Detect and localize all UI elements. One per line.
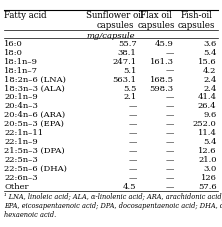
Text: 168.5: 168.5 <box>150 76 174 84</box>
Text: 598.3: 598.3 <box>150 84 174 93</box>
Text: —: — <box>128 156 137 164</box>
Text: —: — <box>165 102 174 110</box>
Text: 16:0: 16:0 <box>4 40 23 48</box>
Text: 4.5: 4.5 <box>123 183 137 191</box>
Text: 18:1n–7: 18:1n–7 <box>4 67 38 75</box>
Text: —: — <box>165 174 174 182</box>
Text: 22:5n–3: 22:5n–3 <box>4 156 38 164</box>
Text: 57.6: 57.6 <box>198 183 216 191</box>
Text: 20:4n–6 (ARA): 20:4n–6 (ARA) <box>4 111 65 119</box>
Text: —: — <box>128 138 137 146</box>
Text: Fatty acid: Fatty acid <box>4 11 47 20</box>
Text: 41.4: 41.4 <box>198 94 216 101</box>
Text: ¹ LNA, linoleic acid; ALA, α-linolenic acid; ARA, arachidonic acid;
EPA, eicosap: ¹ LNA, linoleic acid; ALA, α-linolenic a… <box>4 193 222 219</box>
Text: 18:3n–3 (ALA): 18:3n–3 (ALA) <box>4 84 65 93</box>
Text: 15.6: 15.6 <box>198 58 216 66</box>
Text: 2.4: 2.4 <box>203 84 216 93</box>
Text: 22:1n–9: 22:1n–9 <box>4 138 38 146</box>
Text: 3.6: 3.6 <box>203 40 216 48</box>
Text: —: — <box>165 138 174 146</box>
Text: 26.4: 26.4 <box>198 102 216 110</box>
Text: 55.7: 55.7 <box>118 40 137 48</box>
Text: 20:1n–9: 20:1n–9 <box>4 94 38 101</box>
Text: —: — <box>128 120 137 128</box>
Text: —: — <box>165 94 174 101</box>
Text: 5.5: 5.5 <box>123 84 137 93</box>
Text: 11.4: 11.4 <box>198 129 216 137</box>
Text: 18:1n–9: 18:1n–9 <box>4 58 38 66</box>
Text: Sunflower oil
capsules: Sunflower oil capsules <box>86 11 144 30</box>
Text: —: — <box>165 67 174 75</box>
Text: 9.6: 9.6 <box>203 111 216 119</box>
Text: 18:0: 18:0 <box>4 49 23 57</box>
Text: —: — <box>128 129 137 137</box>
Text: 22:1n–11: 22:1n–11 <box>4 129 44 137</box>
Text: 126: 126 <box>201 174 216 182</box>
Text: 22:5n–6 (DHA): 22:5n–6 (DHA) <box>4 165 67 173</box>
Text: —: — <box>128 147 137 155</box>
Text: —: — <box>165 129 174 137</box>
Text: 20:4n–3: 20:4n–3 <box>4 102 38 110</box>
Text: —: — <box>128 111 137 119</box>
Text: —: — <box>165 183 174 191</box>
Text: 161.3: 161.3 <box>150 58 174 66</box>
Text: 22:6n–3: 22:6n–3 <box>4 174 38 182</box>
Text: mg/capsule: mg/capsule <box>87 32 135 40</box>
Text: —: — <box>165 120 174 128</box>
Text: 18:2n–6 (LNA): 18:2n–6 (LNA) <box>4 76 66 84</box>
Text: Other: Other <box>4 183 29 191</box>
Text: 2.1: 2.1 <box>123 94 137 101</box>
Text: —: — <box>165 165 174 173</box>
Text: —: — <box>128 174 137 182</box>
Text: —: — <box>165 156 174 164</box>
Text: 21.0: 21.0 <box>198 156 216 164</box>
Text: 247.1: 247.1 <box>113 58 137 66</box>
Text: —: — <box>128 165 137 173</box>
Text: 5.4: 5.4 <box>203 49 216 57</box>
Text: 2.4: 2.4 <box>203 76 216 84</box>
Text: 38.1: 38.1 <box>118 49 137 57</box>
Text: 4.2: 4.2 <box>203 67 216 75</box>
Text: —: — <box>165 49 174 57</box>
Text: 252.0: 252.0 <box>193 120 216 128</box>
Text: Flax oil
capsules: Flax oil capsules <box>138 11 175 30</box>
Text: 3.0: 3.0 <box>203 165 216 173</box>
Text: 20:5n–3 (EPA): 20:5n–3 (EPA) <box>4 120 64 128</box>
Text: 5.4: 5.4 <box>203 138 216 146</box>
Text: 21:5n–3 (DPA): 21:5n–3 (DPA) <box>4 147 65 155</box>
Text: —: — <box>165 111 174 119</box>
Text: —: — <box>165 147 174 155</box>
Text: —: — <box>128 102 137 110</box>
Text: 12.6: 12.6 <box>198 147 216 155</box>
Text: 45.9: 45.9 <box>155 40 174 48</box>
Text: Fish-oil
capsules: Fish-oil capsules <box>178 11 215 30</box>
Text: 5.1: 5.1 <box>123 67 137 75</box>
Text: 563.1: 563.1 <box>113 76 137 84</box>
